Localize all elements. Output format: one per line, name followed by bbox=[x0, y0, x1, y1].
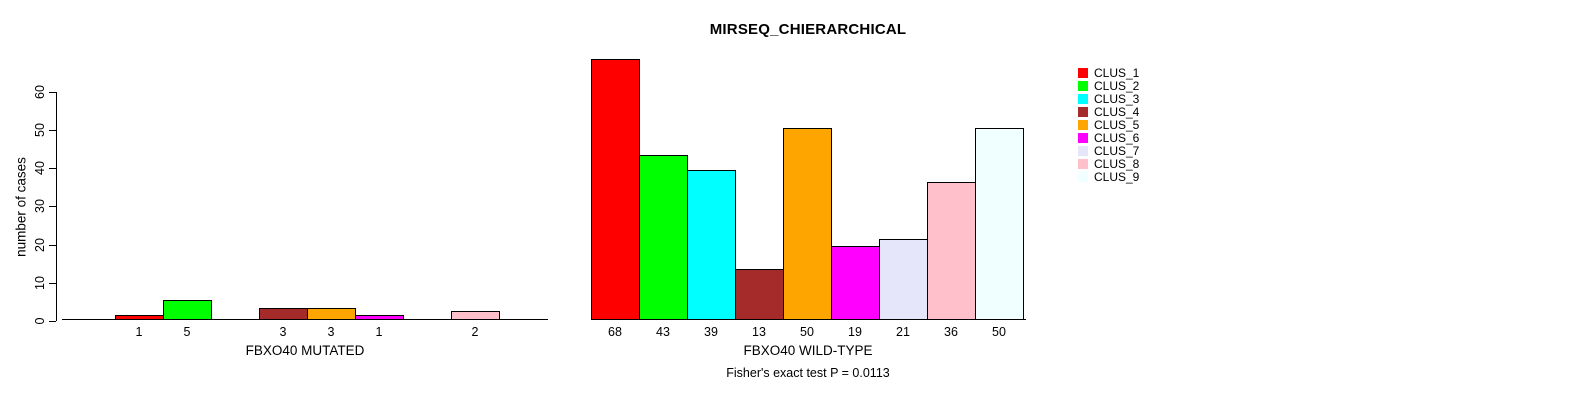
fisher-test-annotation: Fisher's exact test P = 0.0113 bbox=[726, 366, 890, 380]
y-axis-tick bbox=[49, 206, 56, 207]
bar-value-label: 1 bbox=[135, 325, 143, 339]
x-axis-label-mutated: FBXO40 MUTATED bbox=[245, 343, 365, 358]
legend-swatch-clus_6 bbox=[1078, 133, 1088, 143]
legend-label-clus_1: CLUS_1 bbox=[1094, 66, 1140, 80]
bar-clus_8 bbox=[927, 182, 976, 320]
y-axis-tick-label: 40 bbox=[33, 161, 47, 175]
y-axis-tick bbox=[49, 130, 56, 131]
bar-value-label: 19 bbox=[848, 325, 862, 339]
bar-clus_2 bbox=[639, 155, 688, 320]
bar-value-label: 68 bbox=[608, 325, 622, 339]
chart-title: MIRSEQ_CHIERARCHICAL bbox=[709, 21, 907, 38]
legend-swatch-clus_2 bbox=[1078, 81, 1088, 91]
bar-value-label: 2 bbox=[471, 325, 479, 339]
y-axis-tick-label: 10 bbox=[33, 276, 47, 290]
bar-clus_6 bbox=[831, 246, 880, 320]
bar-value-label: 13 bbox=[752, 325, 766, 339]
x-axis-label-wild-type: FBXO40 WILD-TYPE bbox=[743, 343, 873, 358]
bar-value-label: 39 bbox=[704, 325, 718, 339]
y-axis-line bbox=[56, 92, 57, 321]
bar-value-label: 21 bbox=[896, 325, 910, 339]
bar-value-label: 3 bbox=[327, 325, 335, 339]
legend-swatch-clus_8 bbox=[1078, 159, 1088, 169]
y-axis-tick-label: 30 bbox=[33, 199, 47, 213]
legend-swatch-clus_1 bbox=[1078, 68, 1088, 78]
y-axis-tick-label: 50 bbox=[33, 123, 47, 137]
bar-clus_8 bbox=[451, 311, 500, 320]
y-axis-tick-label: 60 bbox=[33, 85, 47, 99]
legend-label-clus_7: CLUS_7 bbox=[1094, 144, 1140, 158]
bar-clus_5 bbox=[783, 128, 832, 320]
legend-label-clus_4: CLUS_4 bbox=[1094, 105, 1140, 119]
bar-clus_1 bbox=[591, 59, 640, 320]
y-axis-tick bbox=[49, 168, 56, 169]
y-axis-label: number of cases bbox=[13, 157, 29, 257]
y-axis-tick bbox=[49, 283, 56, 284]
y-axis-tick-label: 0 bbox=[33, 317, 47, 325]
bar-value-label: 36 bbox=[944, 325, 958, 339]
y-axis-tick bbox=[49, 321, 56, 322]
legend-label-clus_5: CLUS_5 bbox=[1094, 118, 1140, 132]
bar-value-label: 5 bbox=[183, 325, 191, 339]
bar-clus_3 bbox=[687, 170, 736, 320]
bar-value-label: 3 bbox=[279, 325, 287, 339]
bar-clus_7 bbox=[879, 239, 928, 320]
legend-swatch-clus_5 bbox=[1078, 120, 1088, 130]
y-axis-tick bbox=[49, 92, 56, 93]
bar-value-label: 43 bbox=[656, 325, 670, 339]
legend-label-clus_6: CLUS_6 bbox=[1094, 131, 1140, 145]
bar-value-label: 50 bbox=[800, 325, 814, 339]
legend-label-clus_9: CLUS_9 bbox=[1094, 170, 1140, 184]
bar-clus_6 bbox=[355, 315, 404, 320]
bar-clus_2 bbox=[163, 300, 212, 320]
bar-value-label: 50 bbox=[992, 325, 1006, 339]
bar-clus_4 bbox=[735, 269, 784, 320]
y-axis-tick bbox=[49, 245, 56, 246]
legend-swatch-clus_3 bbox=[1078, 94, 1088, 104]
legend-swatch-clus_9 bbox=[1078, 172, 1088, 182]
bar-clus_5 bbox=[307, 308, 356, 320]
bar-clus_4 bbox=[259, 308, 308, 320]
legend-swatch-clus_4 bbox=[1078, 107, 1088, 117]
legend-swatch-clus_7 bbox=[1078, 146, 1088, 156]
legend-label-clus_3: CLUS_3 bbox=[1094, 92, 1140, 106]
bar-clus_9 bbox=[975, 128, 1024, 320]
legend-label-clus_2: CLUS_2 bbox=[1094, 79, 1140, 93]
bar-value-label: 1 bbox=[375, 325, 383, 339]
legend-label-clus_8: CLUS_8 bbox=[1094, 157, 1140, 171]
y-axis-tick-label: 20 bbox=[33, 238, 47, 252]
bar-clus_1 bbox=[115, 315, 164, 320]
